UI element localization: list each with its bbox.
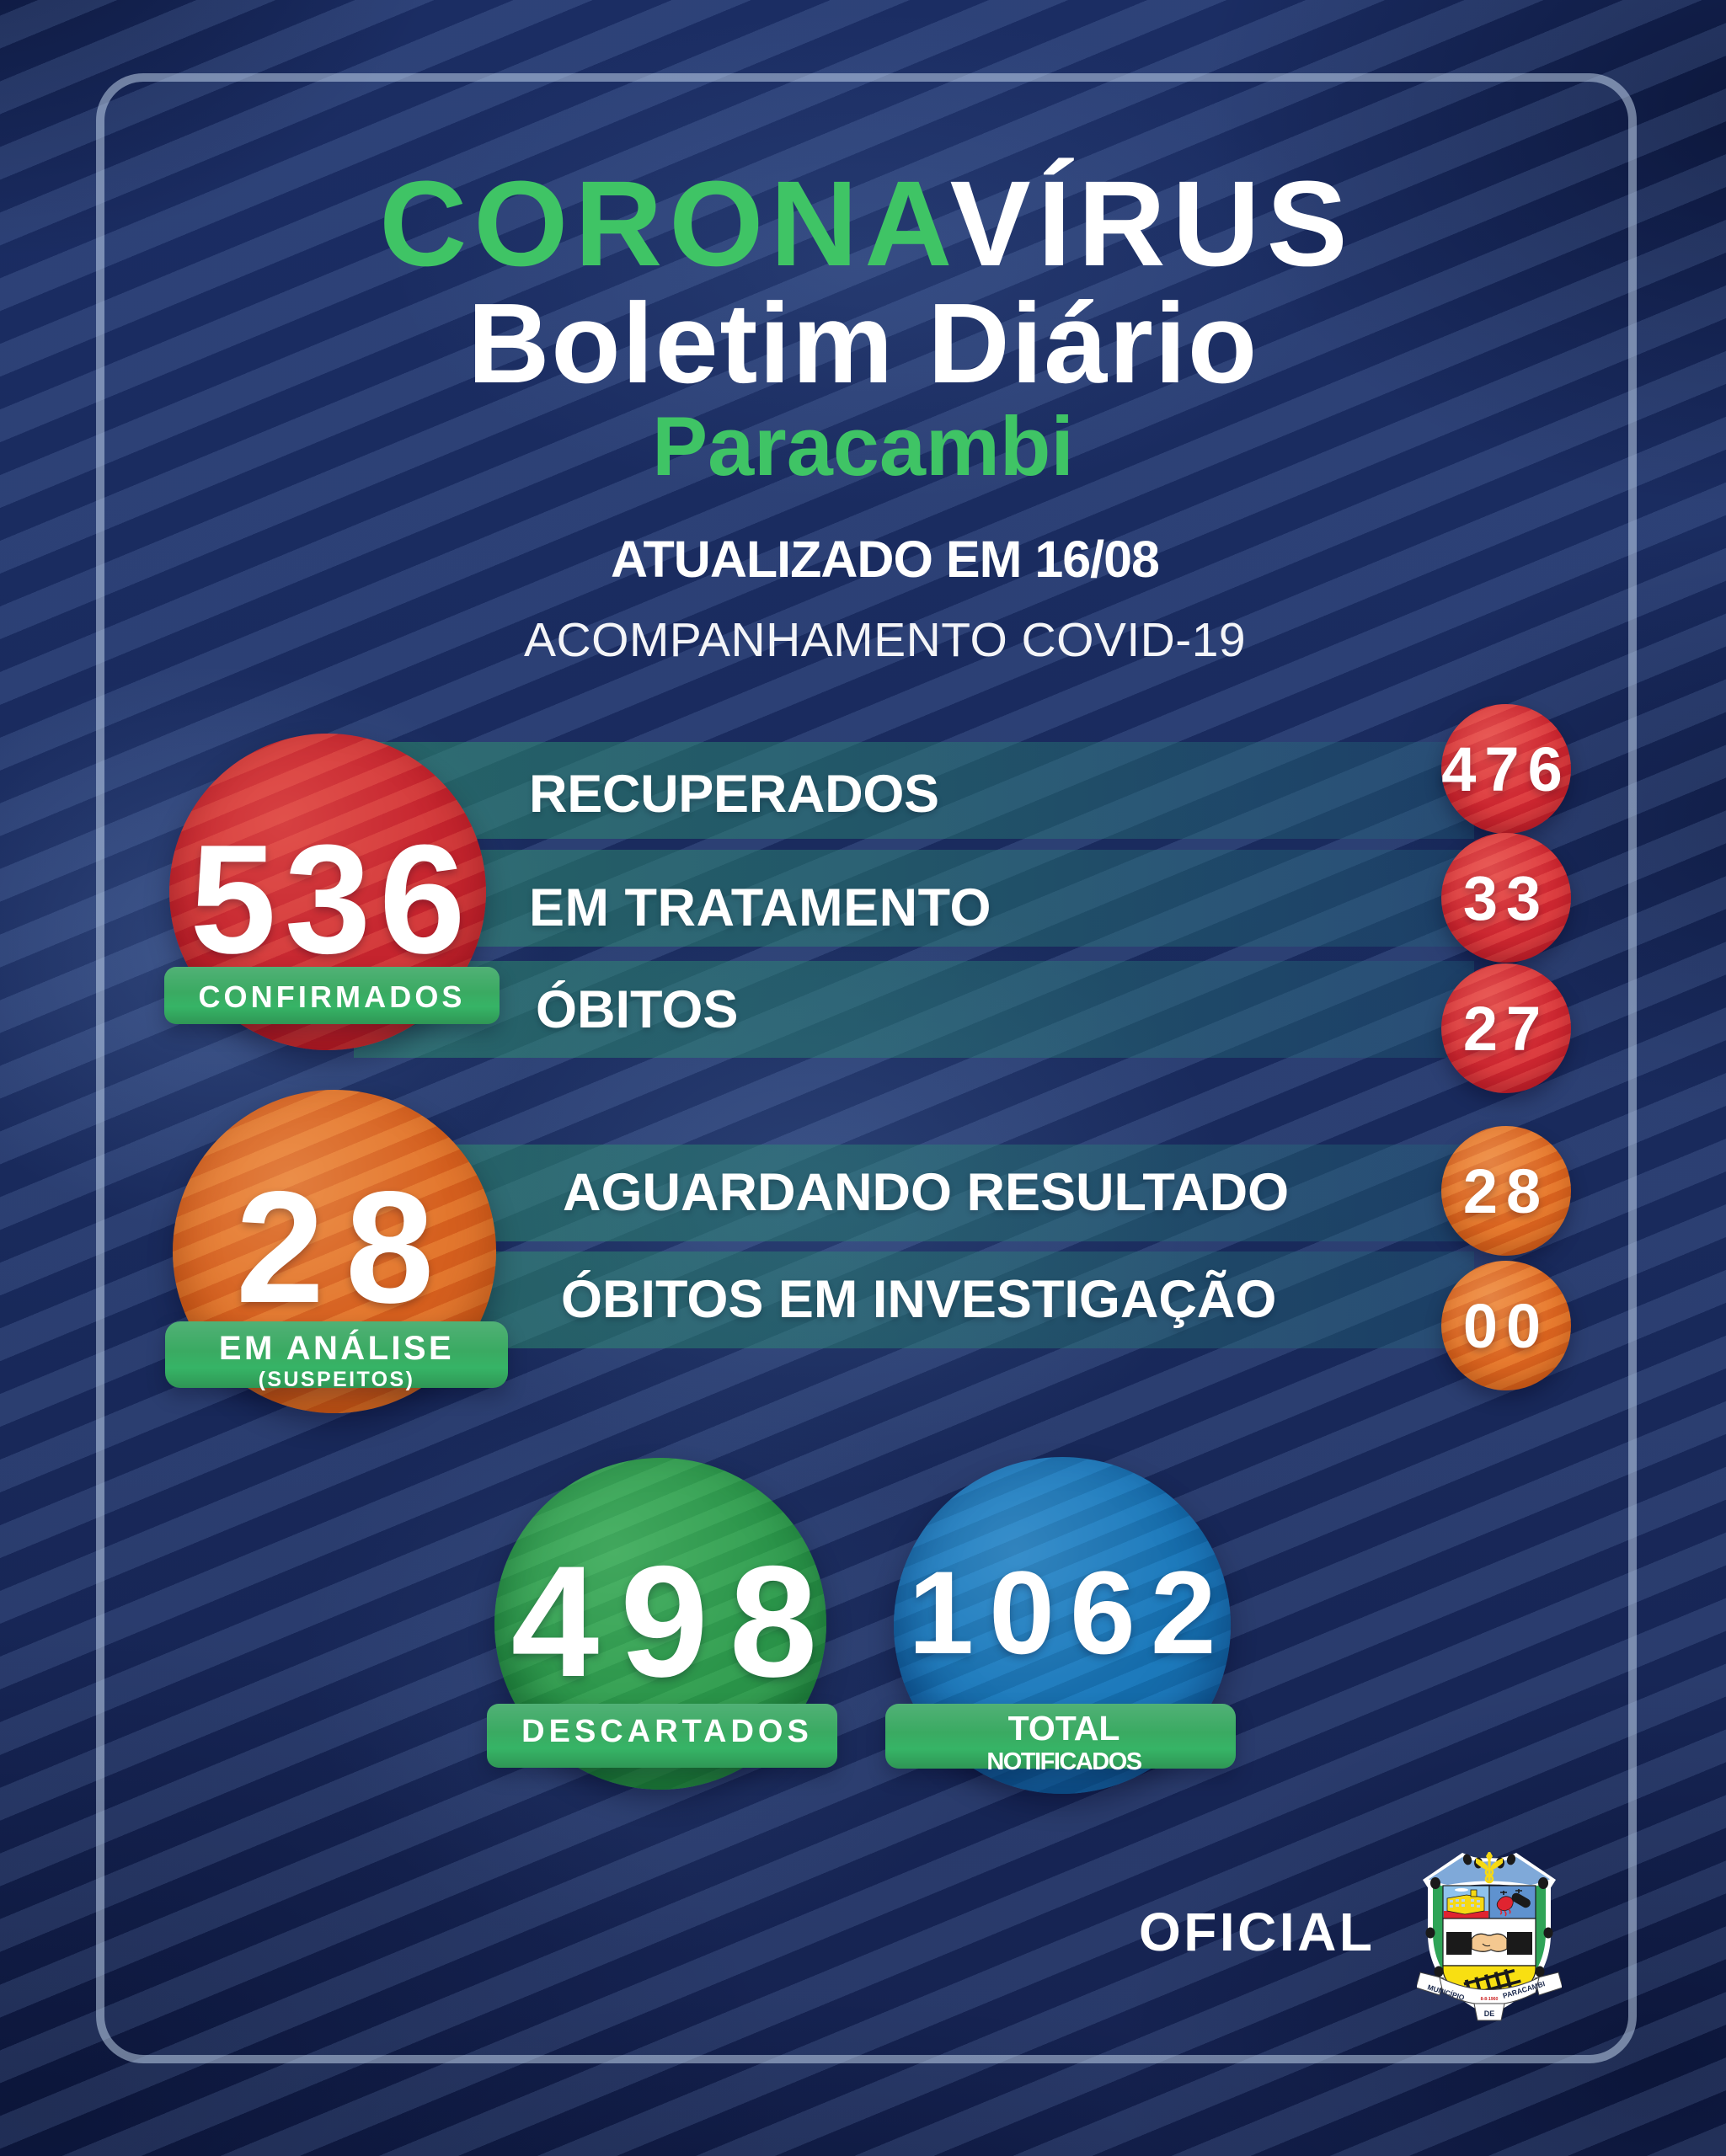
svg-text:8-8-1960: 8-8-1960 (1481, 1997, 1499, 2002)
svg-text:DE: DE (1484, 2009, 1495, 2018)
